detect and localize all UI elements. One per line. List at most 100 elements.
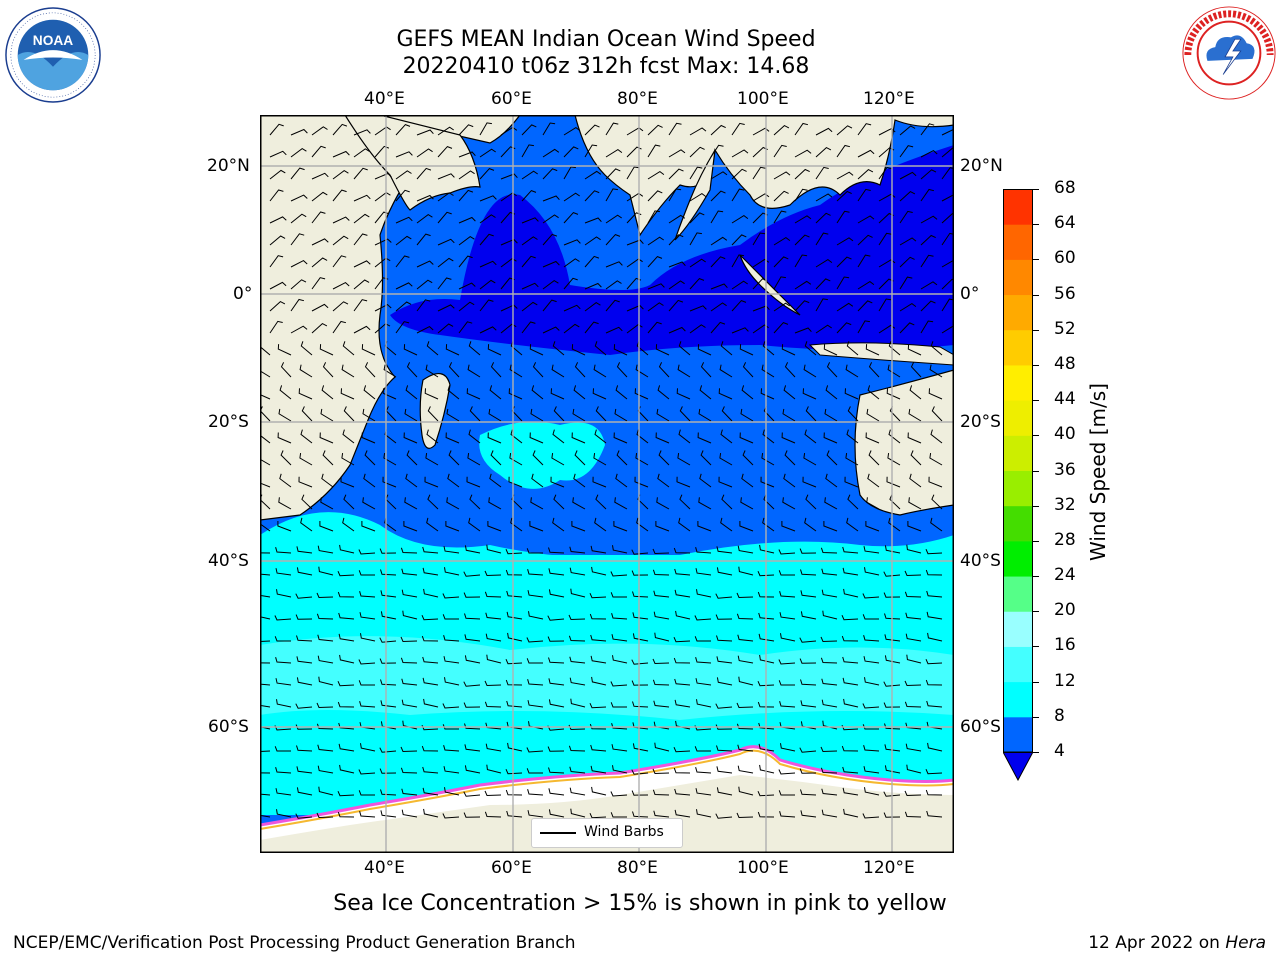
wind-barb: [401, 589, 418, 598]
wind-barb: [718, 476, 733, 488]
wind-barb: [647, 256, 663, 268]
wind-barb: [863, 656, 880, 664]
wind-barb: [883, 592, 901, 598]
wind-barb: [678, 429, 691, 444]
wind-barb: [342, 517, 355, 532]
wind-barb: [570, 808, 586, 818]
colorbar-tick-label: 24: [1054, 565, 1076, 586]
wind-barb: [800, 679, 817, 686]
wind-barb: [374, 211, 389, 224]
wind-barb: [447, 385, 460, 400]
wind-barb: [720, 341, 733, 356]
wind-barb: [358, 769, 376, 775]
wind-barb: [710, 321, 726, 334]
footer-date: 12 Apr 2022 on Hera: [1088, 933, 1266, 953]
wind-barb: [422, 567, 439, 576]
wind-barb: [668, 234, 684, 246]
wind-barb: [841, 635, 859, 642]
colorbar-tick-mark: [1033, 611, 1039, 613]
wind-barb: [437, 126, 454, 136]
wind-barb: [925, 679, 943, 686]
wind-barb: [804, 429, 817, 444]
wind-barb: [269, 320, 283, 334]
wind-barb: [311, 191, 328, 202]
wind-barb: [857, 215, 875, 224]
wind-barb: [773, 236, 791, 246]
wind-barb: [531, 385, 544, 400]
wind-barb: [758, 612, 775, 620]
wind-barb: [290, 167, 305, 180]
wind-barb: [443, 745, 460, 752]
wind-barb: [380, 679, 397, 686]
wind-barb: [529, 432, 544, 444]
wind-barb: [784, 450, 796, 466]
colorbar-cell: [1003, 470, 1033, 507]
colorbar-tick-label: 32: [1054, 494, 1076, 515]
wind-barb: [317, 765, 334, 774]
wind-barb: [836, 171, 854, 180]
wind-barb: [509, 453, 523, 466]
wind-barb: [290, 213, 307, 224]
wind-barb: [380, 569, 397, 576]
wind-barb: [800, 700, 817, 708]
wind-barb: [569, 766, 586, 774]
legend-label: Wind Barbs: [584, 824, 664, 840]
wind-barb: [260, 370, 271, 378]
colorbar-cell: [1003, 576, 1033, 612]
wind-barb: [857, 234, 873, 246]
wind-barb: [731, 188, 745, 202]
wind-barb: [422, 656, 439, 664]
wind-barb: [437, 257, 454, 268]
wind-barb: [842, 656, 859, 664]
wind-barb: [446, 408, 460, 422]
wind-barb: [320, 497, 334, 510]
wind-barb: [311, 145, 326, 158]
wind-barb: [464, 634, 481, 642]
wind-barb: [926, 700, 943, 708]
wind-barb: [715, 724, 733, 730]
wind-barb: [337, 591, 355, 598]
wind-barb: [316, 592, 334, 599]
wind-barb: [815, 278, 831, 290]
wind-barb: [332, 301, 349, 312]
wind-barb: [673, 746, 691, 753]
map-legend: Wind Barbs: [531, 818, 683, 848]
wind-barb: [343, 406, 355, 422]
wind-barb: [332, 235, 349, 246]
wind-barb: [521, 321, 536, 334]
wind-barb: [277, 432, 292, 444]
wind-barb: [611, 634, 628, 642]
wind-barb: [542, 195, 560, 202]
wind-barb: [605, 148, 623, 158]
wind-barb: [773, 190, 789, 202]
wind-barb: [654, 742, 670, 752]
wind-barb: [479, 214, 496, 224]
wind-barb: [758, 722, 775, 730]
wind-barb: [626, 304, 644, 312]
lat-label-left: 60°S: [208, 717, 249, 737]
wind-barb: [467, 453, 481, 466]
wind-barb: [762, 517, 775, 532]
wind-barb: [865, 521, 880, 532]
wind-barb: [318, 676, 334, 686]
wind-barb: [857, 280, 875, 290]
wind-barb: [592, 388, 607, 400]
wind-barb: [563, 166, 576, 180]
wind-barb: [548, 678, 565, 686]
noaa-logo-text: NOAA: [33, 33, 73, 48]
wind-barb: [484, 570, 502, 577]
wind-barb: [527, 590, 544, 598]
wind-barb: [715, 614, 733, 620]
wind-barb: [710, 190, 726, 202]
wind-barb: [884, 655, 901, 664]
wind-barb: [739, 432, 754, 444]
wind-barb: [720, 517, 733, 532]
wind-barb: [353, 260, 371, 268]
wind-barb: [553, 406, 565, 422]
wind-barb: [610, 592, 627, 598]
wind-barb: [631, 769, 649, 775]
wind-barb: [458, 216, 476, 224]
wind-barb: [338, 633, 355, 642]
wind-barb: [552, 429, 565, 444]
wind-barb: [925, 789, 943, 796]
